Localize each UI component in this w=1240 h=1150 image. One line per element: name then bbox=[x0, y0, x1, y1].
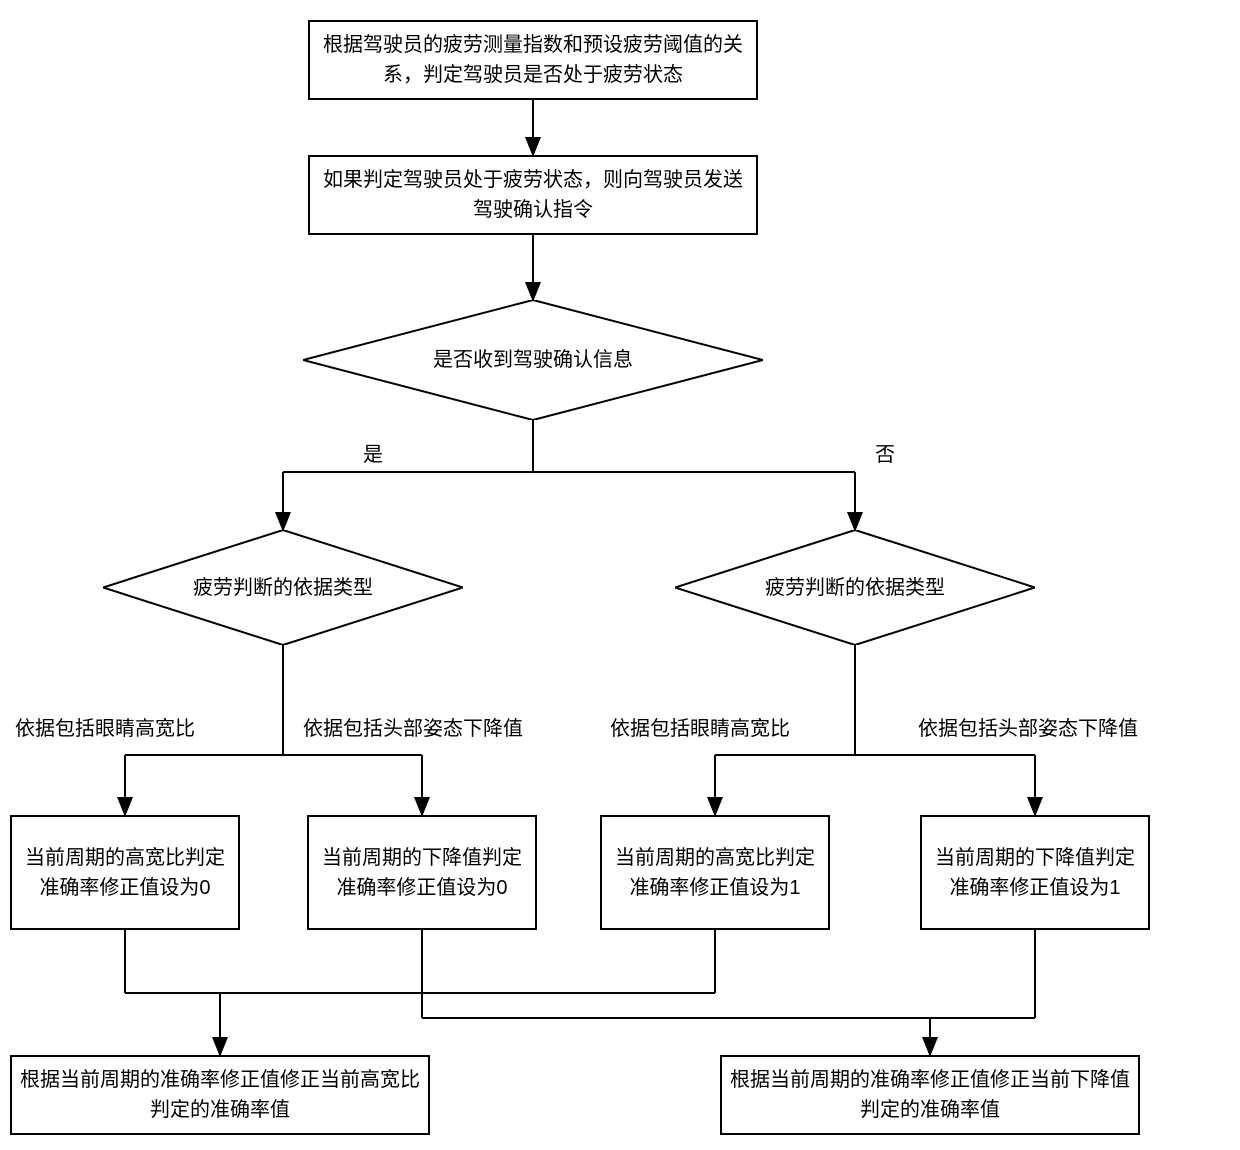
decision-basis-left: 疲劳判断的依据类型 bbox=[103, 530, 463, 645]
node-text: 疲劳判断的依据类型 bbox=[765, 573, 945, 603]
node-b3: 当前周期的高宽比判定准确率修正值设为1 bbox=[600, 815, 830, 930]
node-b2: 当前周期的下降值判定准确率修正值设为0 bbox=[307, 815, 537, 930]
node-text: 根据驾驶员的疲劳测量指数和预设疲劳阈值的关系，判定驾驶员是否处于疲劳状态 bbox=[318, 30, 748, 90]
node-text: 根据当前周期的准确率修正值修正当前高宽比判定的准确率值 bbox=[20, 1065, 420, 1125]
node-b4: 当前周期的下降值判定准确率修正值设为1 bbox=[920, 815, 1150, 930]
node-text: 当前周期的高宽比判定准确率修正值设为0 bbox=[20, 843, 230, 903]
label-head-right: 依据包括头部姿态下降值 bbox=[918, 712, 1138, 741]
decision-receive-confirm: 是否收到驾驶确认信息 bbox=[303, 300, 763, 420]
node-text: 当前周期的下降值判定准确率修正值设为1 bbox=[930, 843, 1140, 903]
label-head-left: 依据包括头部姿态下降值 bbox=[303, 712, 523, 741]
node-text: 是否收到驾驶确认信息 bbox=[433, 345, 633, 375]
node-text: 如果判定驾驶员处于疲劳状态，则向驾驶员发送驾驶确认指令 bbox=[318, 165, 748, 225]
label-eye-right: 依据包括眼睛高宽比 bbox=[610, 712, 790, 741]
node-text: 疲劳判断的依据类型 bbox=[193, 573, 373, 603]
node-f2: 根据当前周期的准确率修正值修正当前下降值判定的准确率值 bbox=[720, 1055, 1140, 1135]
node-send-confirm: 如果判定驾驶员处于疲劳状态，则向驾驶员发送驾驶确认指令 bbox=[308, 155, 758, 235]
node-text: 根据当前周期的准确率修正值修正当前下降值判定的准确率值 bbox=[730, 1065, 1130, 1125]
label-no: 否 bbox=[875, 438, 895, 467]
node-f1: 根据当前周期的准确率修正值修正当前高宽比判定的准确率值 bbox=[10, 1055, 430, 1135]
decision-basis-right: 疲劳判断的依据类型 bbox=[675, 530, 1035, 645]
node-b1: 当前周期的高宽比判定准确率修正值设为0 bbox=[10, 815, 240, 930]
label-eye-left: 依据包括眼睛高宽比 bbox=[15, 712, 195, 741]
node-text: 当前周期的下降值判定准确率修正值设为0 bbox=[317, 843, 527, 903]
node-text: 当前周期的高宽比判定准确率修正值设为1 bbox=[610, 843, 820, 903]
node-start: 根据驾驶员的疲劳测量指数和预设疲劳阈值的关系，判定驾驶员是否处于疲劳状态 bbox=[308, 20, 758, 100]
label-yes: 是 bbox=[363, 438, 383, 467]
